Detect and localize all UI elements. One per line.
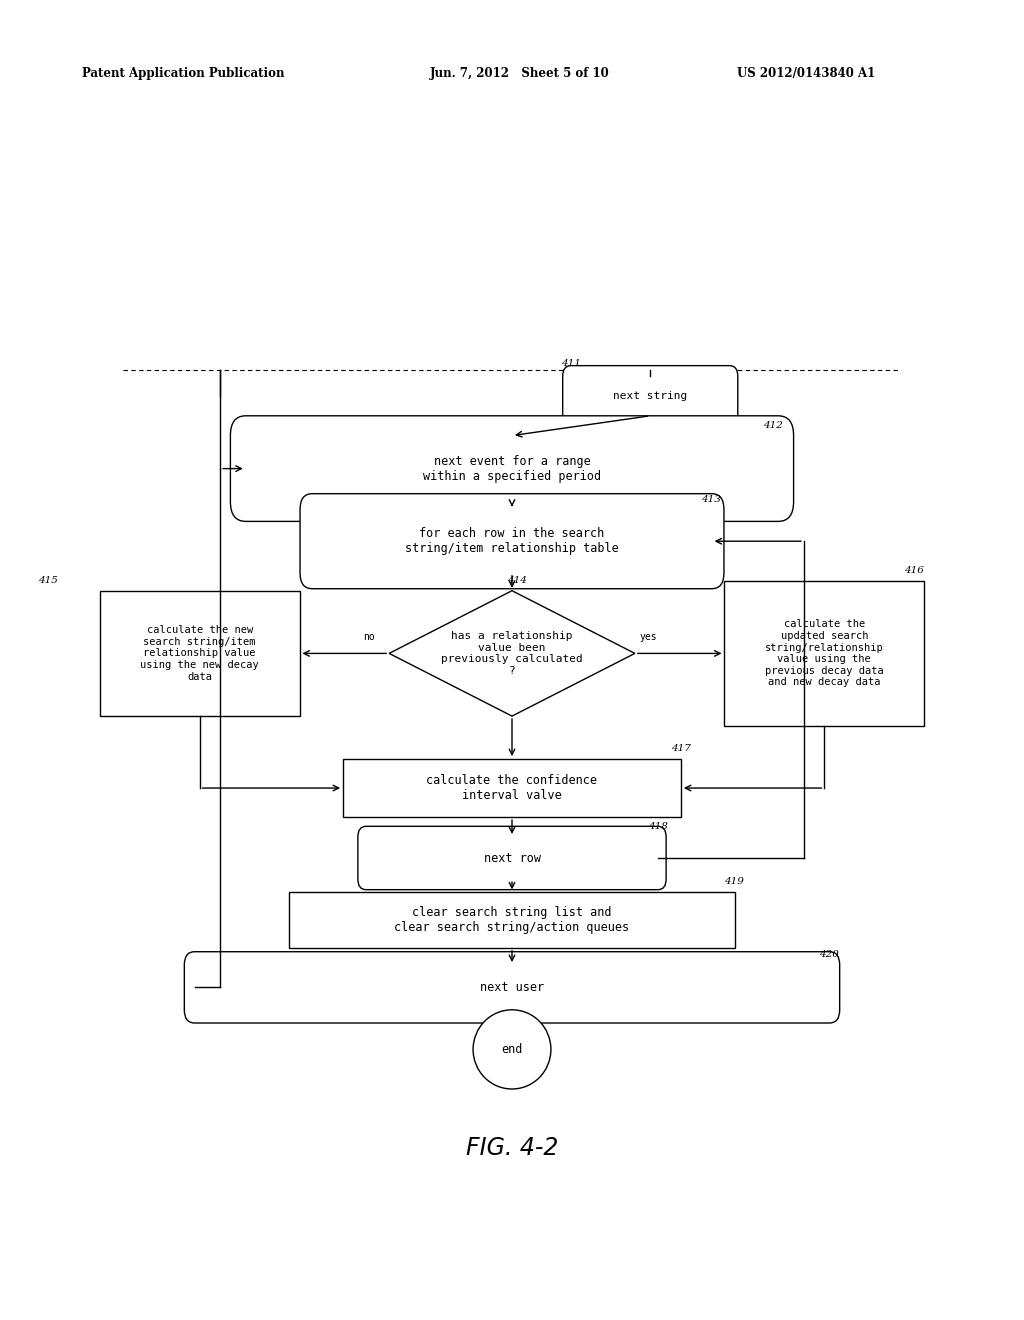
Bar — [725, 581, 925, 726]
Text: 419: 419 — [725, 878, 744, 887]
Text: 417: 417 — [671, 744, 690, 754]
Text: no: no — [364, 632, 375, 643]
Text: calculate the
updated search
string/relationship
value using the
previous decay : calculate the updated search string/rela… — [765, 619, 884, 688]
FancyBboxPatch shape — [300, 494, 724, 589]
Text: has a relationship
value been
previously calculated
?: has a relationship value been previously… — [441, 631, 583, 676]
Text: yes: yes — [640, 632, 657, 643]
Text: for each row in the search
string/item relationship table: for each row in the search string/item r… — [406, 527, 618, 556]
Text: calculate the confidence
interval valve: calculate the confidence interval valve — [427, 774, 597, 803]
Text: clear search string list and
clear search string/action queues: clear search string list and clear searc… — [394, 906, 630, 935]
Bar — [289, 892, 735, 948]
Text: next user: next user — [480, 981, 544, 994]
FancyBboxPatch shape — [563, 366, 737, 426]
FancyBboxPatch shape — [358, 826, 667, 890]
Text: 412: 412 — [763, 421, 782, 430]
Ellipse shape — [473, 1010, 551, 1089]
Text: Patent Application Publication: Patent Application Publication — [82, 67, 285, 81]
Text: next row: next row — [483, 851, 541, 865]
Bar — [100, 591, 299, 715]
FancyBboxPatch shape — [230, 416, 794, 521]
Text: 418: 418 — [647, 822, 668, 832]
Text: 413: 413 — [701, 495, 721, 504]
Bar — [343, 759, 681, 817]
Text: FIG. 4-2: FIG. 4-2 — [466, 1137, 558, 1160]
Text: Jun. 7, 2012   Sheet 5 of 10: Jun. 7, 2012 Sheet 5 of 10 — [430, 67, 610, 81]
Polygon shape — [389, 591, 635, 715]
Text: 415: 415 — [39, 576, 58, 585]
Text: 411: 411 — [561, 359, 581, 368]
Text: end: end — [502, 1043, 522, 1056]
Text: next event for a range
within a specified period: next event for a range within a specifie… — [423, 454, 601, 483]
Text: 414: 414 — [507, 576, 526, 585]
Text: US 2012/0143840 A1: US 2012/0143840 A1 — [737, 67, 876, 81]
Text: 416: 416 — [904, 566, 924, 576]
Text: next string: next string — [613, 391, 687, 401]
Text: 420: 420 — [819, 950, 839, 960]
FancyBboxPatch shape — [184, 952, 840, 1023]
Text: calculate the new
search string/item
relationship value
using the new decay
data: calculate the new search string/item rel… — [140, 626, 259, 681]
